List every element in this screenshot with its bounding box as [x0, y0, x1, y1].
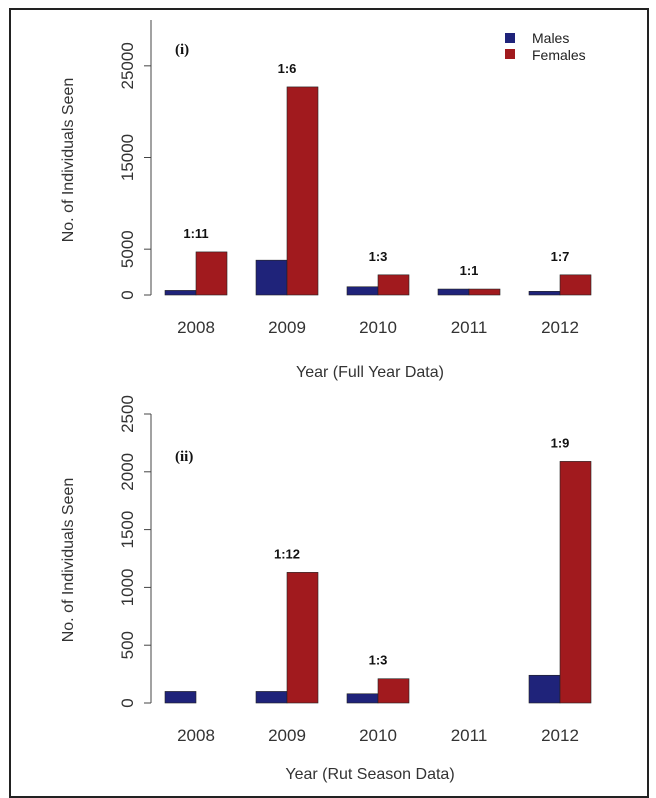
bars: [164, 461, 592, 704]
bar-males-2012: [528, 674, 561, 704]
bar-females-2012: [559, 461, 592, 704]
ratio-labels: 1:12 1:3 1:9: [274, 435, 569, 667]
x-tick-label-2010: 2010: [359, 318, 397, 337]
x-tick-label-2009: 2009: [268, 726, 306, 745]
x-tick-label-2008: 2008: [177, 318, 215, 337]
bar-males-2008: [164, 691, 197, 704]
ratio-label-2009: 1:12: [274, 546, 300, 561]
panel-label: (ii): [175, 449, 193, 465]
x-tick-labels: 2008 2009 2010 2011 2012: [177, 726, 579, 745]
legend-label-females: Females: [532, 47, 586, 63]
ratio-label-2011: 1:1: [460, 263, 479, 278]
ratio-labels: 1:11 1:6 1:3 1:1 1:7: [183, 61, 569, 278]
y-tick-label: 500: [118, 631, 137, 659]
ratio-label-2012: 1:9: [551, 435, 570, 450]
bar-males-2008: [164, 290, 197, 296]
y-tick-label: 5000: [118, 230, 137, 268]
x-tick-label-2011: 2011: [451, 318, 488, 337]
bar-males-2009: [255, 259, 288, 296]
bars: [164, 86, 592, 296]
ratio-label-2010: 1:3: [369, 653, 388, 668]
bar-males-2011: [437, 288, 470, 296]
bar-females-2011: [468, 288, 501, 296]
x-tick-label-2010: 2010: [359, 726, 397, 745]
bar-males-2009: [255, 691, 288, 704]
bar-males-2010: [346, 693, 379, 704]
legend-label-males: Males: [532, 30, 569, 46]
y-tick-label: 1500: [118, 511, 137, 549]
y-ticks: 0 500 1000 1500 2000 2500: [118, 395, 151, 708]
x-axis-title: Year (Rut Season Data): [285, 766, 454, 783]
bar-males-2012: [528, 291, 561, 296]
y-tick-label: 0: [118, 698, 137, 707]
x-tick-labels: 2008 2009 2010 2011 2012: [177, 318, 579, 337]
legend: Males Females: [505, 30, 586, 63]
figure-frame: [9, 8, 649, 798]
y-tick-label: 0: [118, 290, 137, 299]
legend-swatch-males: [505, 33, 515, 43]
bar-females-2012: [559, 274, 592, 296]
y-tick-label: 25000: [118, 42, 137, 89]
y-tick-label: 15000: [118, 134, 137, 181]
panel-rut-season: 0 500 1000 1500 2000 2500 1:12 1:3 1:9 2008 2009…: [60, 395, 592, 783]
ratio-label-2012: 1:7: [551, 249, 570, 264]
bar-females-2009: [286, 86, 319, 296]
y-tick-label: 2500: [118, 395, 137, 433]
ratio-label-2008: 1:11: [183, 226, 208, 241]
x-tick-label-2012: 2012: [541, 318, 579, 337]
bar-females-2010: [377, 274, 410, 296]
legend-swatch-females: [505, 49, 515, 59]
x-tick-label-2011: 2011: [451, 726, 488, 745]
y-axis-title: No. of Individuals Seen: [60, 78, 77, 243]
x-tick-label-2009: 2009: [268, 318, 306, 337]
x-axis-title: Year (Full Year Data): [296, 364, 444, 381]
bar-females-2010: [377, 678, 410, 704]
x-tick-label-2012: 2012: [541, 726, 579, 745]
ratio-label-2009: 1:6: [278, 61, 297, 76]
y-axis-title: No. of Individuals Seen: [60, 478, 77, 643]
y-tick-label: 2000: [118, 453, 137, 491]
bar-females-2008: [195, 251, 228, 296]
bar-males-2010: [346, 286, 379, 296]
bar-females-2009: [286, 572, 319, 704]
y-tick-label: 1000: [118, 568, 137, 606]
x-tick-label-2008: 2008: [177, 726, 215, 745]
ratio-label-2010: 1:3: [369, 249, 388, 264]
panel-label: (i): [175, 42, 189, 58]
y-ticks: 0 5000 15000 25000: [118, 42, 151, 300]
